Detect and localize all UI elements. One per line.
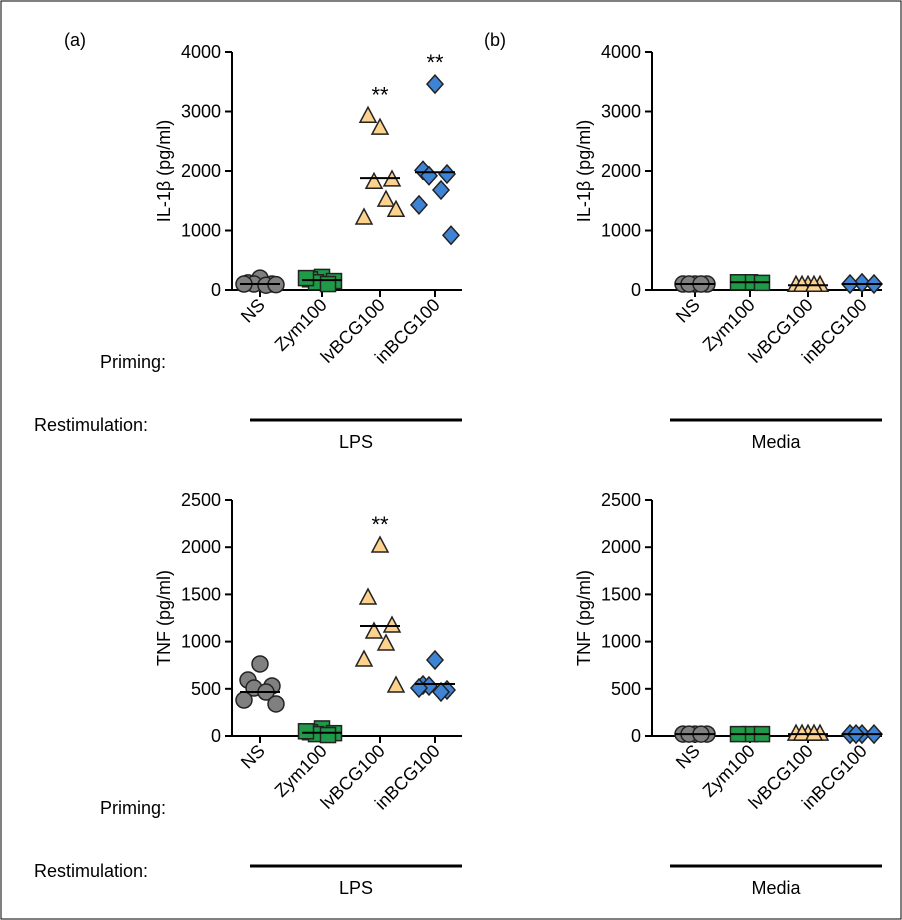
point <box>386 675 406 693</box>
point <box>267 695 285 713</box>
point <box>251 655 269 673</box>
point <box>358 587 378 605</box>
panel-label: (a) <box>64 30 86 50</box>
point <box>431 681 451 703</box>
restimulation-label: Restimulation: <box>34 415 148 435</box>
point <box>792 274 812 292</box>
point <box>370 535 390 553</box>
point <box>386 199 406 218</box>
point <box>358 105 378 124</box>
y-tick-label: 500 <box>191 679 221 699</box>
point <box>376 189 396 207</box>
y-tick-label: 1000 <box>601 221 641 241</box>
point <box>319 275 337 293</box>
significance: ** <box>371 82 389 107</box>
point <box>792 723 812 741</box>
point <box>437 163 457 185</box>
y-axis-label: TNF (pg/ml) <box>154 570 174 666</box>
restimulation-label: Restimulation: <box>34 861 148 881</box>
point <box>431 179 451 201</box>
y-tick-label: 0 <box>631 726 641 746</box>
y-tick-label: 0 <box>211 280 221 300</box>
point <box>364 171 384 190</box>
y-tick-label: 1500 <box>181 584 221 604</box>
point <box>376 633 396 651</box>
point <box>297 723 315 740</box>
y-tick-label: 3000 <box>181 102 221 122</box>
y-tick-label: 2500 <box>601 490 641 510</box>
point <box>425 74 445 95</box>
y-tick-label: 3000 <box>601 102 641 122</box>
y-tick-label: 500 <box>611 679 641 699</box>
panel-label: (b) <box>484 30 506 50</box>
y-tick-label: 0 <box>211 726 221 746</box>
group-label: LPS <box>339 878 373 898</box>
y-tick-label: 1000 <box>181 221 221 241</box>
point <box>235 691 253 709</box>
y-tick-label: 2000 <box>181 161 221 181</box>
y-tick-label: 4000 <box>181 42 221 62</box>
y-tick-label: 2500 <box>181 490 221 510</box>
y-tick-label: 1500 <box>601 584 641 604</box>
point <box>364 621 384 639</box>
y-axis-label: TNF (pg/ml) <box>574 570 594 666</box>
y-tick-label: 1000 <box>601 632 641 652</box>
group-label: LPS <box>339 432 373 452</box>
significance: ** <box>426 50 444 75</box>
point <box>441 225 461 246</box>
y-axis-label: IL-1β (pg/ml) <box>154 120 174 222</box>
point <box>804 274 824 292</box>
y-axis-label: IL-1β (pg/ml) <box>574 120 594 222</box>
point <box>409 194 429 216</box>
y-tick-label: 4000 <box>601 42 641 62</box>
y-tick-label: 0 <box>631 280 641 300</box>
y-tick-label: 2000 <box>601 537 641 557</box>
point <box>370 117 390 135</box>
y-tick-label: 2000 <box>181 537 221 557</box>
point <box>852 272 872 293</box>
significance: ** <box>371 512 389 537</box>
point <box>425 649 445 671</box>
point <box>354 207 374 225</box>
point <box>354 649 374 667</box>
y-tick-label: 2000 <box>601 161 641 181</box>
point <box>319 726 337 744</box>
priming-label: Priming: <box>100 798 166 818</box>
point <box>297 269 315 287</box>
point <box>804 723 824 741</box>
group-label: Media <box>751 432 801 452</box>
y-tick-label: 1000 <box>181 632 221 652</box>
group-label: Media <box>751 878 801 898</box>
point <box>382 615 402 633</box>
priming-label: Priming: <box>100 352 166 372</box>
